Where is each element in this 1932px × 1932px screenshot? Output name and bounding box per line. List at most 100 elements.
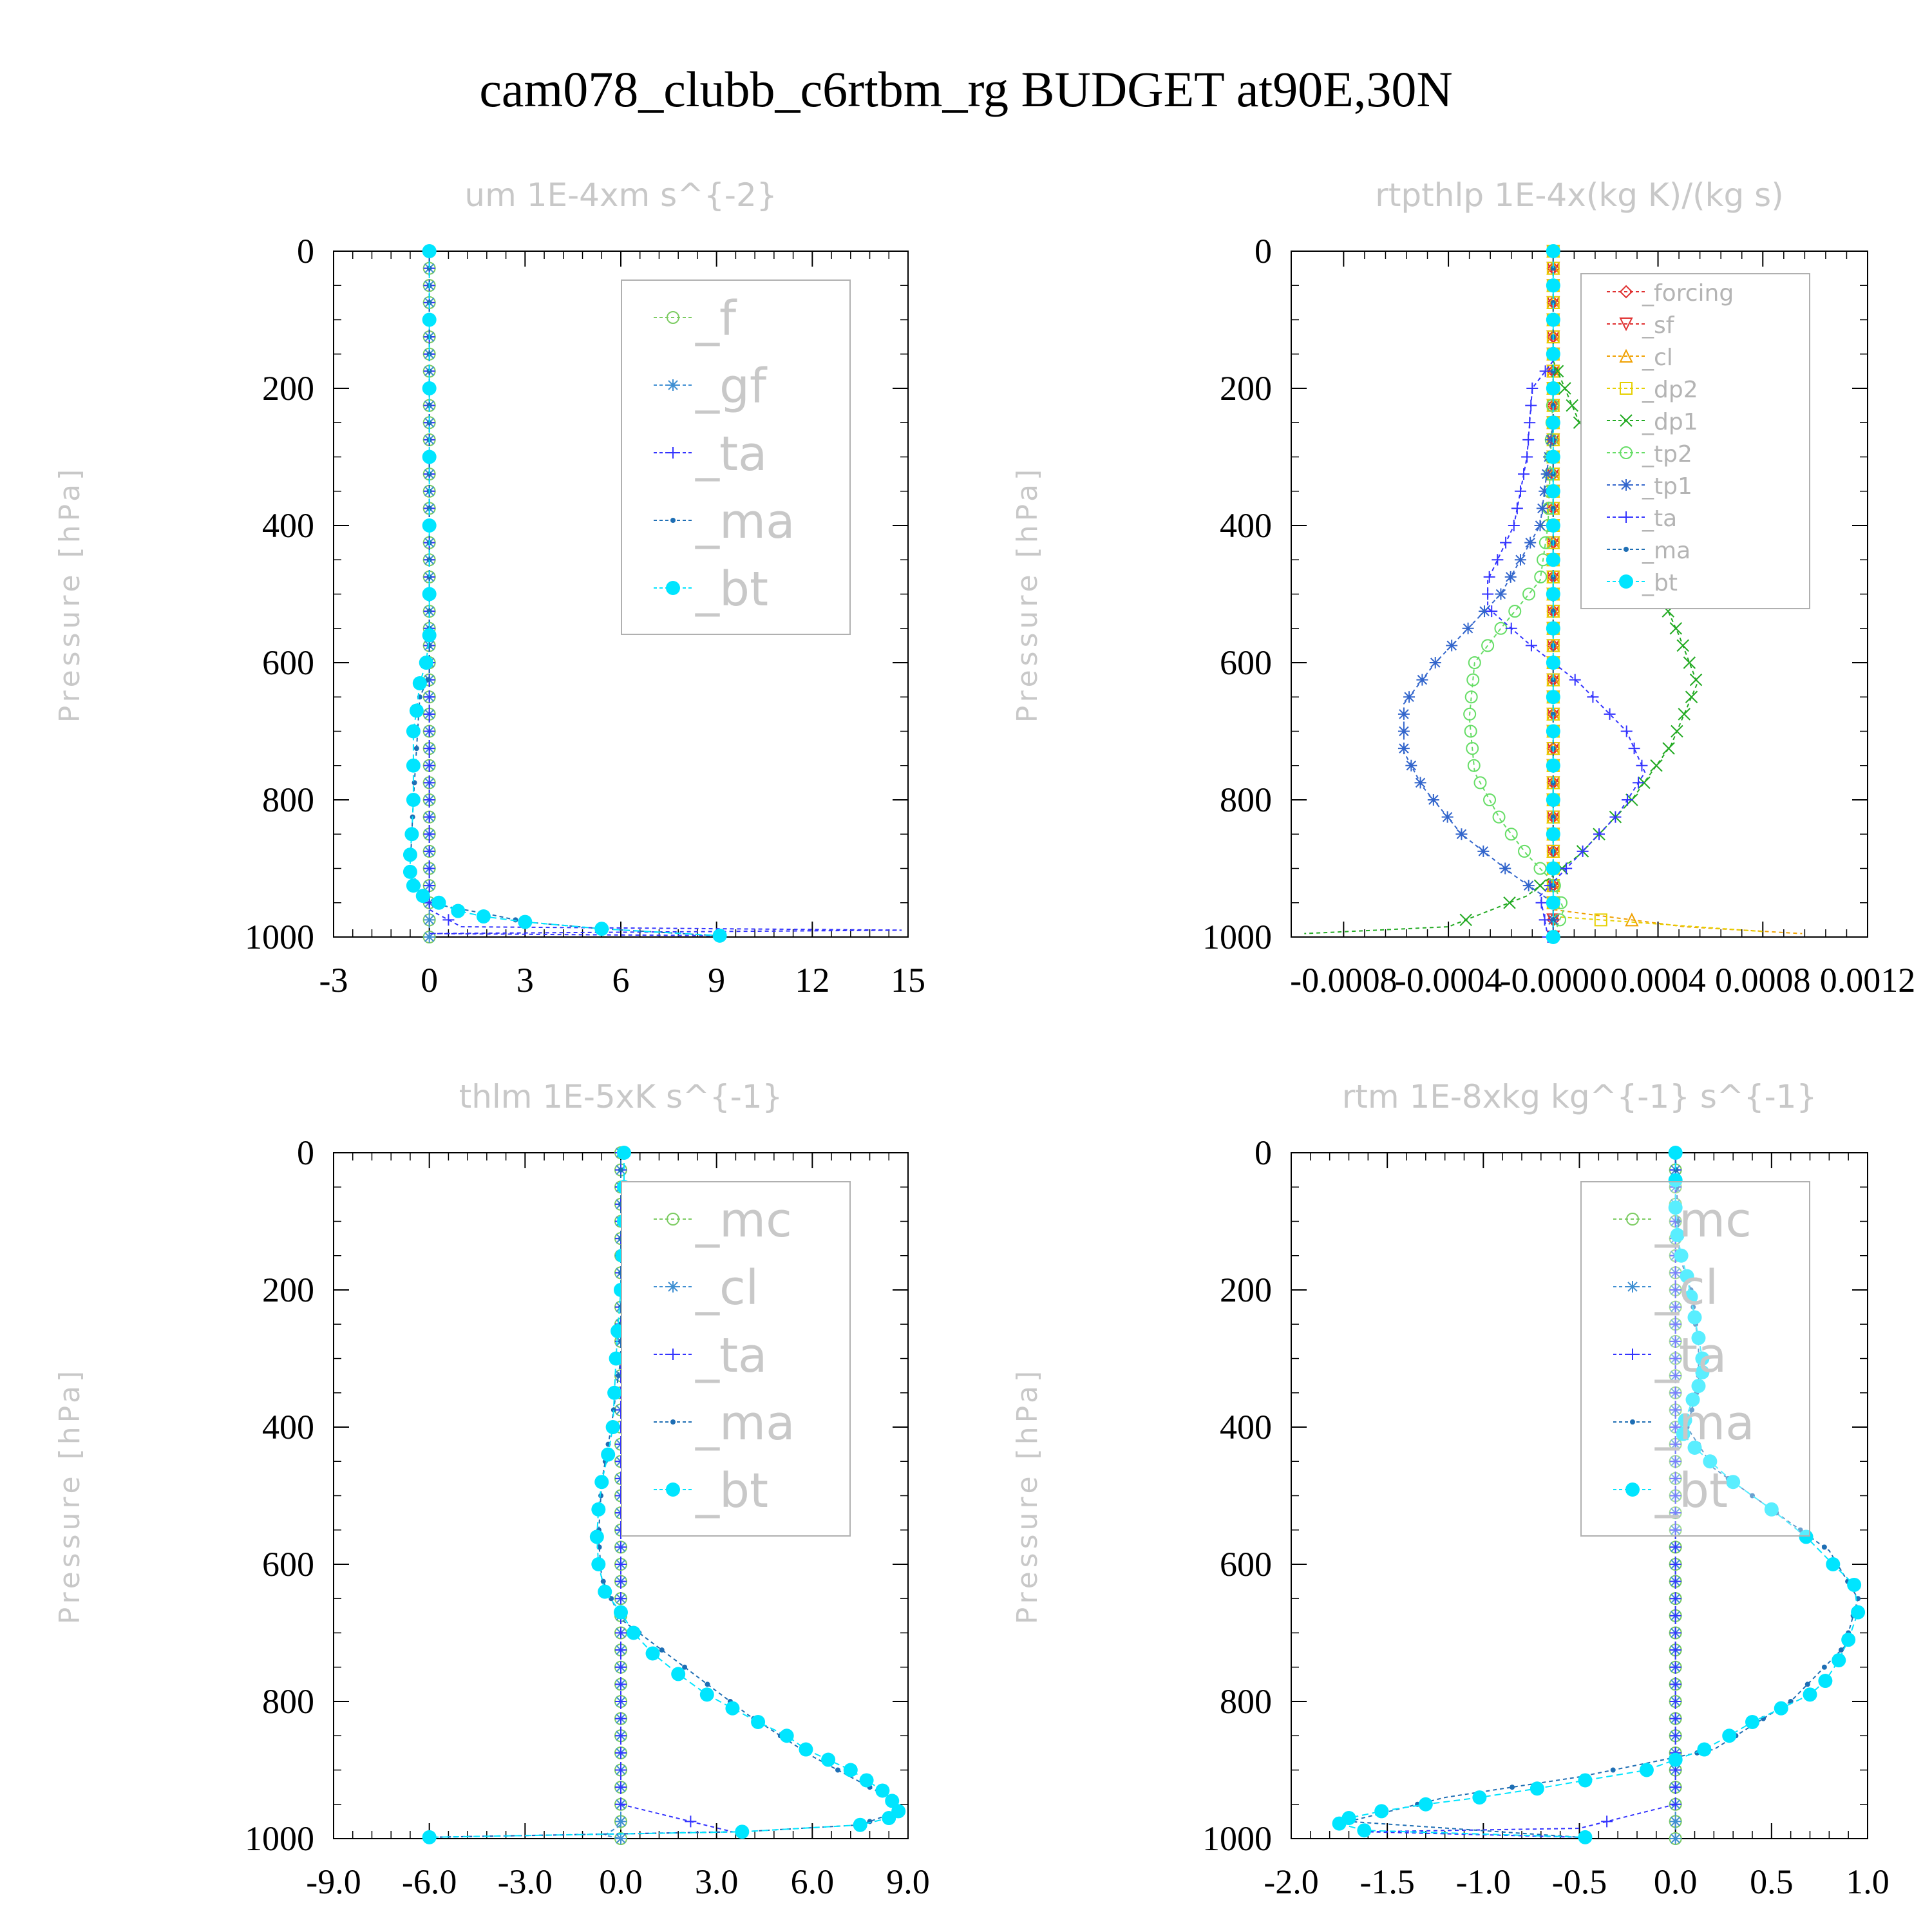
data-point — [615, 1730, 627, 1742]
data-point — [1546, 656, 1560, 670]
x-tick-label: 0.0004 — [1610, 961, 1706, 999]
y-tick-label: 600 — [1220, 643, 1272, 682]
legend-label: _ta — [1654, 1328, 1727, 1383]
legend-label: _f — [695, 291, 737, 346]
data-point — [1594, 913, 1607, 927]
data-point — [413, 746, 419, 752]
data-point — [1530, 1781, 1544, 1796]
legend-label: _cl — [695, 1260, 759, 1316]
data-point — [1636, 759, 1648, 772]
data-point — [1504, 828, 1518, 841]
y-tick-label: 200 — [262, 369, 314, 408]
data-point — [1669, 1438, 1681, 1450]
legend-marker — [1620, 479, 1632, 491]
data-point — [1669, 1387, 1681, 1399]
legend-marker — [1627, 1281, 1638, 1293]
y-tick-label: 1000 — [1202, 918, 1272, 956]
data-point — [422, 244, 437, 258]
x-tick-label: 12 — [795, 961, 829, 999]
y-axis-label: Pressure [hPa] — [53, 1367, 86, 1625]
data-point — [616, 1146, 631, 1160]
data-point — [406, 793, 421, 807]
data-point — [594, 1475, 609, 1490]
data-point — [1546, 312, 1560, 327]
data-point — [594, 922, 609, 936]
legend-label: _ta — [695, 426, 767, 482]
data-point — [1546, 399, 1559, 412]
series-bt — [1332, 1146, 1866, 1844]
x-tick-label: 3.0 — [695, 1862, 739, 1901]
data-point — [615, 1558, 627, 1570]
data-point — [1593, 828, 1605, 840]
data-point — [423, 914, 435, 926]
legend-marker — [1620, 446, 1633, 459]
data-point — [1578, 1773, 1593, 1788]
data-point — [426, 351, 432, 357]
data-point — [882, 1811, 896, 1826]
x-tick-label: -1.5 — [1359, 1862, 1414, 1901]
data-point — [601, 1447, 616, 1462]
data-point — [1504, 571, 1517, 583]
y-tick-label: 200 — [1220, 1271, 1272, 1309]
data-point — [1464, 724, 1477, 738]
data-point — [1669, 1558, 1681, 1570]
data-point — [1397, 725, 1410, 737]
data-point — [1546, 930, 1560, 944]
legend-label: _dp1 — [1642, 409, 1698, 435]
data-point — [609, 1351, 623, 1366]
legend-label: _bt — [695, 1463, 768, 1519]
data-point — [1466, 673, 1480, 687]
data-point — [875, 1783, 890, 1798]
data-point — [659, 1647, 665, 1653]
data-point — [1466, 742, 1479, 755]
y-tick-label: 800 — [1220, 1682, 1272, 1721]
data-point — [1546, 553, 1560, 567]
data-point — [1662, 742, 1675, 755]
data-point — [1669, 622, 1682, 635]
data-point — [1669, 1318, 1681, 1331]
data-point — [412, 676, 427, 690]
y-tick-label: 800 — [1220, 781, 1272, 819]
data-point — [671, 1667, 686, 1681]
data-point — [426, 609, 432, 614]
data-point — [1669, 1798, 1681, 1810]
data-point — [1357, 1823, 1372, 1838]
legend-label: _tp2 — [1642, 441, 1692, 468]
data-point — [518, 914, 533, 929]
data-point — [1533, 862, 1547, 875]
data-point — [1691, 1379, 1706, 1394]
x-tick-label: 15 — [891, 961, 925, 999]
data-point — [1550, 711, 1556, 717]
data-point — [1669, 1696, 1681, 1707]
data-point — [1695, 1351, 1710, 1366]
data-point — [607, 1385, 622, 1400]
data-point — [1620, 725, 1633, 737]
data-point — [423, 743, 435, 755]
data-point — [426, 506, 432, 511]
data-point — [426, 471, 432, 477]
data-point — [426, 368, 432, 374]
legend-marker — [1619, 285, 1633, 299]
data-point — [1689, 1407, 1695, 1413]
data-point — [1669, 1455, 1681, 1468]
data-point — [406, 878, 421, 893]
data-point — [1678, 1413, 1692, 1428]
data-point — [1467, 759, 1481, 772]
legend-marker — [1619, 574, 1633, 589]
data-point — [1669, 1370, 1681, 1382]
data-point — [423, 811, 435, 823]
panels: um 1E-4xm s^{-2} Pressure [hPa] -3 0 3 6 9 12 15… — [53, 176, 1915, 1901]
legend-marker — [667, 1349, 679, 1360]
data-point — [422, 587, 437, 601]
data-point — [1508, 520, 1520, 531]
data-point — [1503, 896, 1516, 909]
data-point — [1622, 794, 1634, 806]
data-point — [1550, 506, 1556, 511]
data-point — [615, 1575, 627, 1587]
data-point — [1669, 1284, 1681, 1296]
legend-label: _cl — [1654, 1260, 1718, 1316]
x-tick-label: 0.0 — [599, 1862, 643, 1901]
data-point — [1540, 468, 1553, 480]
y-tick-label: 1000 — [245, 918, 314, 956]
